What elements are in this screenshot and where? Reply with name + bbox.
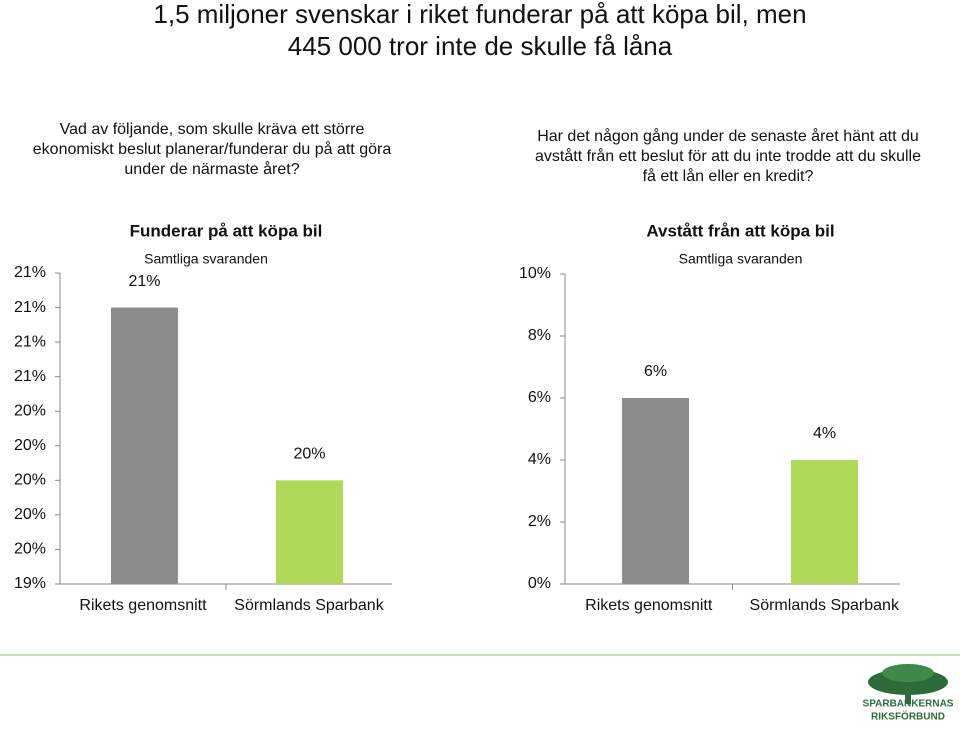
- y-tick-label: 8%: [528, 327, 551, 344]
- data-label: 20%: [293, 446, 325, 463]
- x-tick-label: Sörmlands Sparbank: [234, 597, 384, 614]
- slide-title: 1,5 miljoner svenskar i riket funderar p…: [153, 0, 806, 61]
- y-tick-label: 20%: [14, 437, 46, 454]
- x-tick-label: Rikets genomsnitt: [79, 597, 207, 614]
- y-tick-label: 10%: [519, 265, 551, 282]
- y-tick-label: 20%: [14, 402, 46, 419]
- chart-title: Funderar på att köpa bil: [130, 221, 323, 240]
- question: Har det någon gång under de senaste året…: [535, 127, 921, 185]
- y-tick-label: 20%: [14, 541, 46, 558]
- bar: [791, 460, 858, 584]
- data-label: 4%: [813, 425, 836, 442]
- y-tick-label: 20%: [14, 472, 46, 489]
- y-tick-label: 20%: [14, 506, 46, 523]
- y-tick-label: 2%: [528, 513, 551, 530]
- y-tick-label: 19%: [14, 575, 46, 592]
- logo-text: RIKSFÖRBUND: [871, 710, 945, 723]
- question: Vad av följande, som skulle kräva ett st…: [33, 121, 392, 178]
- y-tick-label: 0%: [528, 575, 551, 592]
- data-label: 6%: [644, 363, 667, 380]
- y-tick-label: 6%: [528, 389, 551, 406]
- bar: [111, 307, 178, 584]
- logo-icon: [868, 664, 948, 704]
- y-tick-label: 21%: [14, 299, 46, 316]
- chart-subtitle: Samtliga svaranden: [679, 251, 803, 267]
- chart-title: Avstått från att köpa bil: [646, 221, 834, 240]
- y-tick-label: 4%: [528, 451, 551, 468]
- chart-subtitle: Samtliga svaranden: [144, 251, 268, 267]
- bar: [276, 480, 343, 584]
- y-tick-label: 21%: [14, 368, 46, 385]
- x-tick-label: Sörmlands Sparbank: [750, 597, 900, 614]
- y-tick-label: 21%: [14, 333, 46, 350]
- x-tick-label: Rikets genomsnitt: [585, 597, 713, 614]
- bar: [622, 398, 689, 584]
- logo-text: SPARBANKERNAS: [863, 699, 954, 710]
- y-tick-label: 21%: [14, 264, 46, 281]
- data-label: 21%: [128, 273, 160, 290]
